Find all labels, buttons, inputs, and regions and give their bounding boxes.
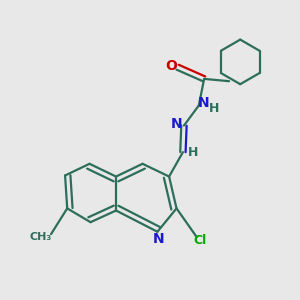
- Text: N: N: [171, 117, 182, 131]
- Text: H: H: [209, 102, 220, 115]
- Text: H: H: [188, 146, 199, 159]
- Text: Cl: Cl: [193, 233, 206, 247]
- Text: O: O: [166, 59, 178, 73]
- Text: N: N: [197, 96, 209, 110]
- Text: CH₃: CH₃: [29, 232, 52, 242]
- Text: N: N: [153, 232, 165, 246]
